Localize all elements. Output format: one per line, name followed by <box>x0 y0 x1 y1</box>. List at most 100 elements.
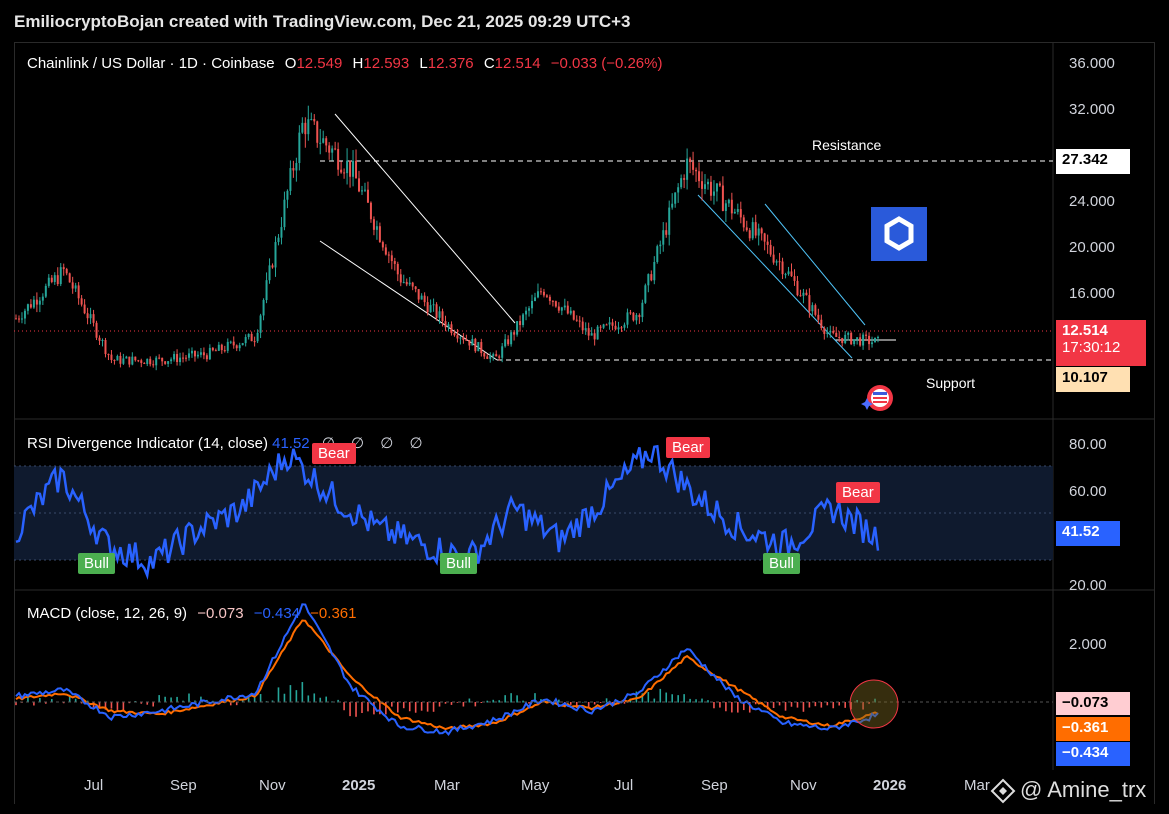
candle-body <box>629 312 632 314</box>
time-tick-2026: 2026 <box>873 777 906 794</box>
candle-body <box>179 357 182 363</box>
macd-histogram-bar <box>295 690 298 703</box>
candle-body <box>871 342 874 345</box>
bull-badge-2: Bull <box>440 553 478 574</box>
macd-histogram-bar <box>659 688 662 703</box>
candle-body <box>683 178 686 180</box>
macd-histogram-bar <box>110 702 113 709</box>
macd-histogram-bar <box>689 698 691 703</box>
candle-body <box>480 342 483 354</box>
candle-body <box>366 189 369 203</box>
macd-histogram-bar <box>575 702 578 708</box>
macd-histogram-bar <box>480 702 483 704</box>
candle-body <box>614 325 617 330</box>
price-tick-36: 36.000 <box>1069 55 1115 72</box>
rsi-legend: RSI Divergence Indicator (14, close) 41.… <box>27 434 429 452</box>
us-event-icon[interactable] <box>857 384 897 414</box>
candle-body <box>853 339 856 345</box>
candle-body <box>399 274 402 283</box>
macd-histogram-bar <box>707 700 709 703</box>
candle-body <box>793 276 796 281</box>
macd-histogram-bar <box>319 697 322 703</box>
candle-body <box>528 308 531 311</box>
candle-body <box>507 339 510 345</box>
candle-body <box>414 286 417 290</box>
candle-body <box>247 333 250 338</box>
candle-body <box>578 320 581 322</box>
macd-histogram-bar <box>868 702 870 704</box>
macd-histogram-bar <box>856 699 858 703</box>
candle-body <box>190 350 193 354</box>
macd-histogram-bar <box>98 702 101 709</box>
candle-body <box>525 310 528 315</box>
candle-body <box>874 337 877 343</box>
rsi-tick-20: 20.00 <box>1069 577 1107 594</box>
candle-body <box>32 299 35 308</box>
macd-histogram-bar <box>522 700 524 703</box>
close-label: C <box>483 55 495 72</box>
macd-histogram-bar <box>367 702 369 712</box>
candle-body <box>238 345 241 349</box>
candle-body <box>116 355 119 361</box>
macd-tick-2: 2.000 <box>1069 636 1107 653</box>
watermark-text: @ Amine_trx <box>1020 777 1146 802</box>
macd-histogram-bar <box>832 702 835 709</box>
candle-body <box>536 291 539 298</box>
candle-body <box>519 321 522 326</box>
macd-histogram-bar <box>122 702 125 712</box>
candle-body <box>495 354 498 357</box>
macd-histogram-bar <box>683 694 685 703</box>
macd-histogram-bar <box>396 702 399 713</box>
macd-histogram-bar <box>850 702 852 710</box>
last-price-tag: 12.514 17:30:12 <box>1056 320 1146 366</box>
macd-histogram-bar <box>188 693 190 703</box>
candle-body <box>355 160 358 179</box>
candle-body <box>644 285 647 303</box>
macd-histogram-bar <box>355 702 357 717</box>
candle-body <box>226 341 229 351</box>
resistance-tag: 27.342 <box>1056 149 1130 174</box>
candle-body <box>44 285 47 297</box>
candle-body <box>662 230 665 245</box>
macd-histogram-bar <box>116 702 119 710</box>
candle-body <box>560 307 563 311</box>
candle-body <box>122 358 125 364</box>
macd-histogram-bar <box>247 695 250 703</box>
candle-body <box>286 190 289 200</box>
macd-histogram-bar <box>593 702 596 705</box>
candle-body <box>450 324 453 334</box>
candle-body <box>274 242 277 268</box>
candle-body <box>763 233 766 242</box>
symbol-name: Chainlink / US Dollar · 1D · Coinbase <box>27 55 275 72</box>
candle-body <box>211 347 214 351</box>
time-tick-nov2: Nov <box>790 777 817 794</box>
candle-body <box>128 356 131 365</box>
candle-body <box>208 347 211 360</box>
macd-histogram-bar <box>283 693 286 703</box>
candle-body <box>548 296 551 301</box>
candle-body <box>706 181 709 185</box>
candle-body <box>820 319 823 329</box>
candle-body <box>158 357 161 359</box>
macd-histogram-bar <box>271 700 274 703</box>
candle-body <box>220 344 223 351</box>
macd-histogram-bar <box>385 702 387 715</box>
candle-body <box>611 322 614 326</box>
candle-body <box>268 265 271 281</box>
price-tick-20: 20.000 <box>1069 239 1115 256</box>
candle-body <box>516 321 519 335</box>
macd-histogram-bar <box>731 702 733 713</box>
chart-container[interactable] <box>14 42 1155 804</box>
candle-body <box>420 295 423 300</box>
rsi-legend-value: 41.52 <box>272 435 310 452</box>
macd-histogram-bar <box>80 702 83 704</box>
candle-body <box>47 277 50 286</box>
candle-body <box>26 304 29 311</box>
candle-body <box>790 271 793 277</box>
countdown-value: 17:30:12 <box>1062 339 1121 356</box>
bear-badge-2: Bear <box>666 437 710 458</box>
macd-histogram-bar <box>802 702 805 712</box>
candle-body <box>98 337 101 341</box>
candle-body <box>721 185 724 211</box>
